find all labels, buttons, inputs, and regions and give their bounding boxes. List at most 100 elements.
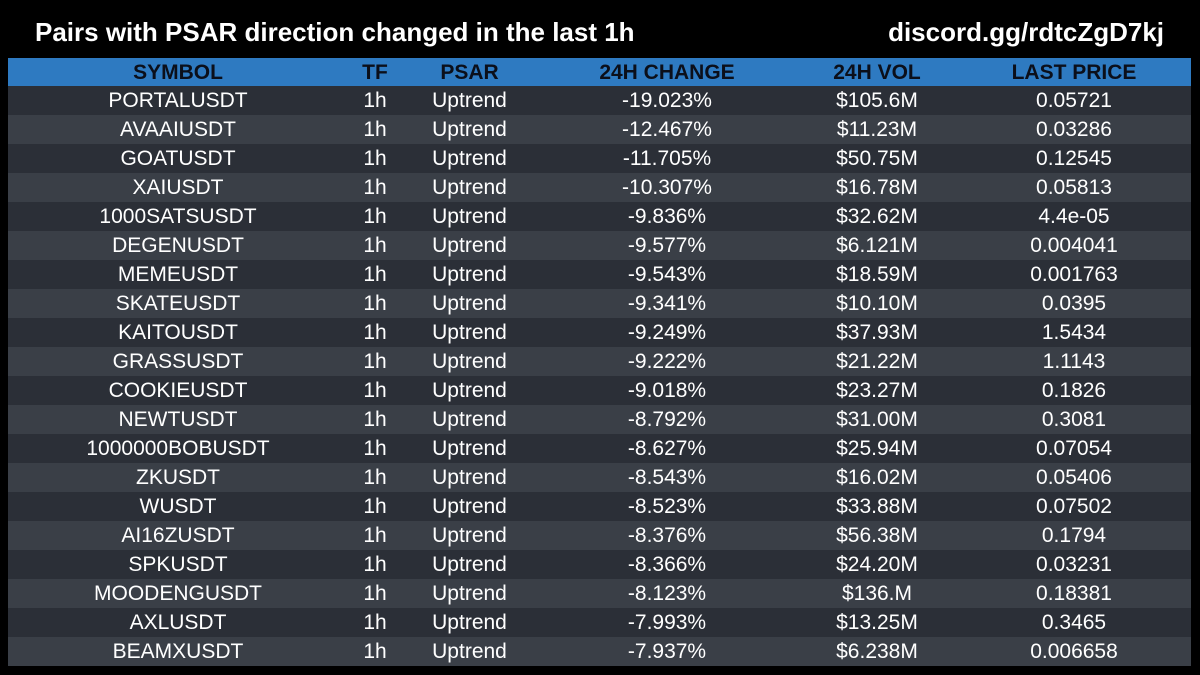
cell-tf: 1h: [363, 379, 387, 402]
cell-psar: Uptrend: [432, 205, 507, 228]
cell-24h-change: -8.376%: [627, 524, 707, 547]
cell-tf: 1h: [363, 147, 387, 170]
cell-last-price: 0.0395: [1041, 292, 1107, 315]
column-header-psar[interactable]: PSAR: [440, 60, 499, 84]
column-header-24h-vol[interactable]: 24H VOL: [833, 60, 921, 84]
cell-symbol: COOKIEUSDT: [108, 379, 248, 402]
cell-24h-vol: $16.78M: [836, 176, 918, 199]
cell-psar: Uptrend: [432, 466, 507, 489]
table-row[interactable]: WUSDT 1h Uptrend -8.523% $33.88M 0.07502: [8, 492, 1191, 521]
page-title: Pairs with PSAR direction changed in the…: [35, 17, 635, 47]
cell-last-price: 0.03286: [1036, 118, 1112, 141]
table-row[interactable]: SPKUSDT 1h Uptrend -8.366% $24.20M 0.03231: [8, 550, 1191, 579]
cell-psar: Uptrend: [432, 118, 507, 141]
column-header-symbol[interactable]: SYMBOL: [133, 60, 223, 84]
cell-24h-vol: $23.27M: [836, 379, 918, 402]
cell-psar: Uptrend: [432, 437, 507, 460]
table-row[interactable]: 1000000BOBUSDT 1h Uptrend -8.627% $25.94M 0.0…: [8, 434, 1191, 463]
cell-psar: Uptrend: [432, 321, 507, 344]
cell-24h-vol: $136.M: [841, 582, 913, 605]
table-row[interactable]: XAIUSDT 1h Uptrend -10.307% $16.78M 0.05813: [8, 173, 1191, 202]
cell-symbol: AI16ZUSDT: [121, 524, 235, 547]
cell-tf: 1h: [363, 350, 387, 373]
discord-invite-link[interactable]: discord.gg/rdtcZgD7kj: [888, 17, 1164, 47]
cell-24h-change: -8.627%: [627, 437, 707, 460]
table-row[interactable]: BEAMXUSDT 1h Uptrend -7.937% $6.238M 0.006658: [8, 637, 1191, 666]
cell-24h-vol: $33.88M: [836, 495, 918, 518]
table-row[interactable]: GRASSUSDT 1h Uptrend -9.222% $21.22M 1.1143: [8, 347, 1191, 376]
table-row[interactable]: DEGENUSDT 1h Uptrend -9.577% $6.121M 0.004041: [8, 231, 1191, 260]
cell-symbol: AXLUSDT: [129, 611, 227, 634]
table-row[interactable]: PORTALUSDT 1h Uptrend -19.023% $105.6M 0.0572…: [8, 86, 1191, 115]
cell-tf: 1h: [363, 437, 387, 460]
cell-last-price: 0.07054: [1036, 437, 1112, 460]
column-header-last-price[interactable]: LAST PRICE: [1011, 60, 1137, 84]
cell-last-price: 0.006658: [1030, 640, 1118, 663]
cell-tf: 1h: [363, 640, 387, 663]
cell-tf: 1h: [363, 408, 387, 431]
table-row[interactable]: MOODENGUSDT 1h Uptrend -8.123% $136.M 0.18381: [8, 579, 1191, 608]
cell-last-price: 0.1826: [1041, 379, 1107, 402]
cell-psar: Uptrend: [432, 495, 507, 518]
table-row[interactable]: NEWTUSDT 1h Uptrend -8.792% $31.00M 0.3081: [8, 405, 1191, 434]
cell-tf: 1h: [363, 234, 387, 257]
cell-psar: Uptrend: [432, 408, 507, 431]
table-row[interactable]: 1000SATSUSDT 1h Uptrend -9.836% $32.62M 4.4e-…: [8, 202, 1191, 231]
cell-24h-change: -9.341%: [627, 292, 707, 315]
cell-last-price: 0.18381: [1036, 582, 1112, 605]
cell-tf: 1h: [363, 524, 387, 547]
cell-symbol: GRASSUSDT: [112, 350, 244, 373]
cell-tf: 1h: [363, 176, 387, 199]
cell-last-price: 0.07502: [1036, 495, 1112, 518]
cell-tf: 1h: [363, 89, 387, 112]
cell-last-price: 4.4e-05: [1038, 205, 1110, 228]
cell-24h-vol: $32.62M: [836, 205, 918, 228]
cell-tf: 1h: [363, 582, 387, 605]
cell-symbol: 1000SATSUSDT: [99, 205, 257, 228]
table-row[interactable]: AXLUSDT 1h Uptrend -7.993% $13.25M 0.3465: [8, 608, 1191, 637]
cell-24h-change: -8.123%: [627, 582, 707, 605]
cell-24h-change: -10.307%: [622, 176, 712, 199]
cell-24h-vol: $18.59M: [836, 263, 918, 286]
table-body: PORTALUSDT 1h Uptrend -19.023% $105.6M 0.0572…: [8, 86, 1191, 666]
table-row[interactable]: AI16ZUSDT 1h Uptrend -8.376% $56.38M 0.1794: [8, 521, 1191, 550]
cell-symbol: AVAAIUSDT: [120, 118, 236, 141]
cell-symbol: MEMEUSDT: [117, 263, 239, 286]
cell-psar: Uptrend: [432, 350, 507, 373]
table-row[interactable]: GOATUSDT 1h Uptrend -11.705% $50.75M 0.12545: [8, 144, 1191, 173]
cell-symbol: ZKUSDT: [136, 466, 220, 489]
cell-tf: 1h: [363, 495, 387, 518]
cell-tf: 1h: [363, 321, 387, 344]
cell-24h-change: -9.836%: [627, 205, 707, 228]
column-header-24h-change[interactable]: 24H CHANGE: [599, 60, 735, 84]
cell-last-price: 0.05813: [1036, 176, 1112, 199]
column-header-tf[interactable]: TF: [362, 60, 388, 84]
table-row[interactable]: COOKIEUSDT 1h Uptrend -9.018% $23.27M 0.1826: [8, 376, 1191, 405]
cell-24h-vol: $37.93M: [836, 321, 918, 344]
table-row[interactable]: SKATEUSDT 1h Uptrend -9.341% $10.10M 0.0395: [8, 289, 1191, 318]
cell-psar: Uptrend: [432, 553, 507, 576]
cell-tf: 1h: [363, 553, 387, 576]
cell-last-price: 0.03231: [1036, 553, 1112, 576]
table-row[interactable]: AVAAIUSDT 1h Uptrend -12.467% $11.23M 0.03286: [8, 115, 1191, 144]
cell-24h-change: -9.577%: [627, 234, 707, 257]
cell-symbol: NEWTUSDT: [118, 408, 238, 431]
table-row[interactable]: ZKUSDT 1h Uptrend -8.543% $16.02M 0.05406: [8, 463, 1191, 492]
cell-tf: 1h: [363, 205, 387, 228]
cell-last-price: 1.1143: [1042, 350, 1106, 373]
cell-24h-change: -19.023%: [622, 89, 712, 112]
cell-psar: Uptrend: [432, 611, 507, 634]
cell-psar: Uptrend: [432, 263, 507, 286]
cell-psar: Uptrend: [432, 89, 507, 112]
table-row[interactable]: KAITOUSDT 1h Uptrend -9.249% $37.93M 1.5434: [8, 318, 1191, 347]
table-row[interactable]: MEMEUSDT 1h Uptrend -9.543% $18.59M 0.001763: [8, 260, 1191, 289]
cell-24h-vol: $10.10M: [836, 292, 918, 315]
cell-last-price: 0.3465: [1041, 611, 1107, 634]
cell-24h-vol: $21.22M: [836, 350, 918, 373]
cell-psar: Uptrend: [432, 234, 507, 257]
cell-tf: 1h: [363, 292, 387, 315]
cell-last-price: 0.12545: [1036, 147, 1112, 170]
cell-24h-change: -11.705%: [622, 147, 712, 170]
cell-24h-change: -12.467%: [622, 118, 712, 141]
cell-last-price: 0.05721: [1036, 89, 1112, 112]
